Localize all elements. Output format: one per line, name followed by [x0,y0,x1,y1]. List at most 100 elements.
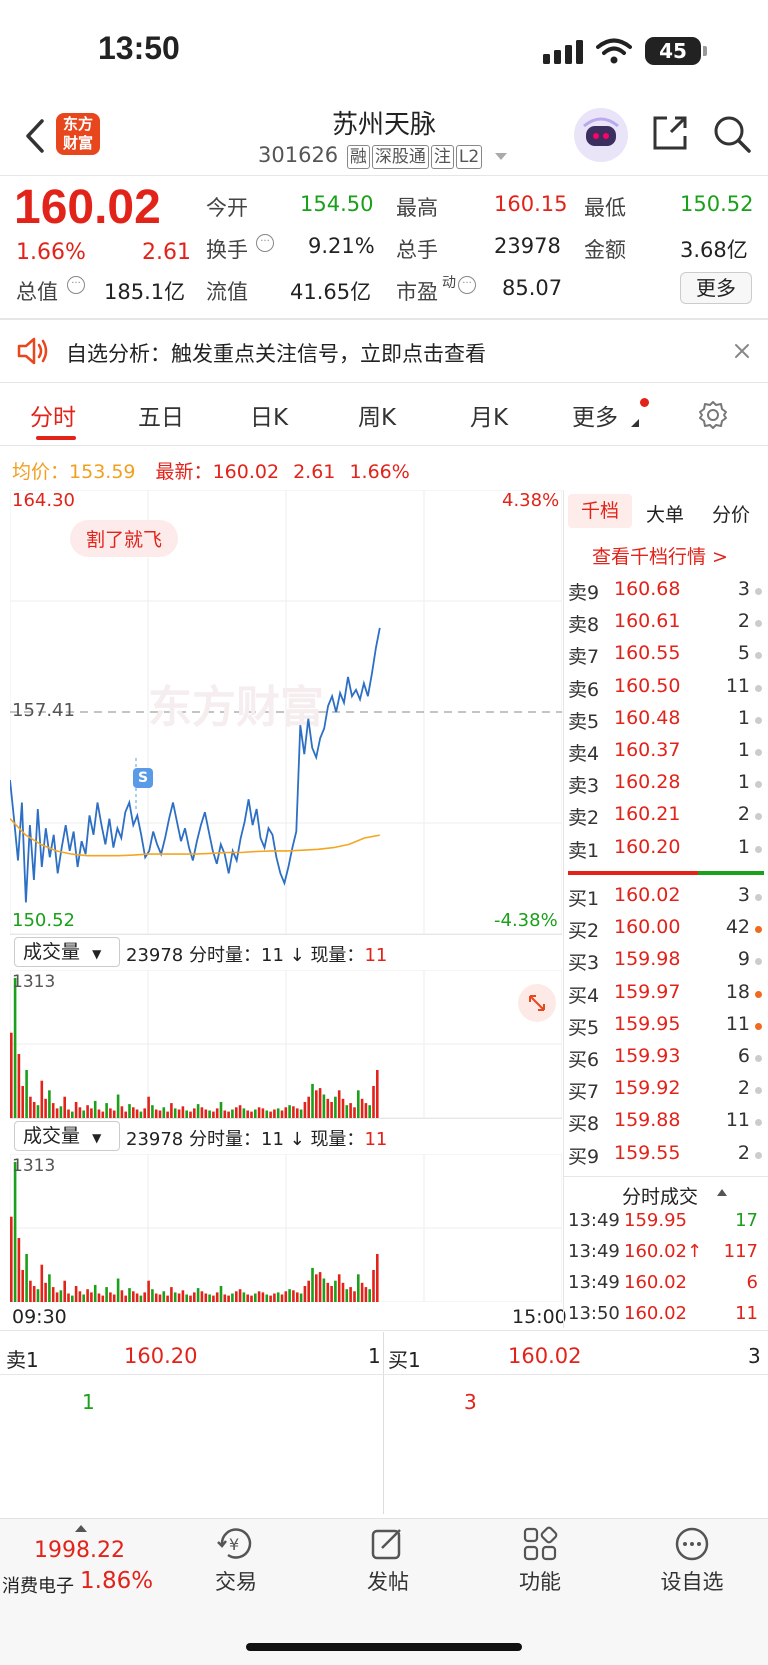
buy-level-label: 买4 [568,984,600,1007]
assistant-avatar[interactable] [574,108,628,162]
volume-bar [250,1295,253,1302]
search-icon[interactable] [712,114,752,154]
volume-bar [330,1286,333,1302]
intraday-chart[interactable]: 东方财富 [10,490,562,934]
volume-max-label: 1313 [12,972,56,992]
back-icon[interactable] [24,118,46,154]
tab-intraday[interactable]: 分时 [30,405,76,431]
signal-marker[interactable]: S [133,768,153,788]
volume-bar [67,1109,70,1118]
tab-big-orders[interactable]: 大单 [646,504,685,526]
volume-selector[interactable]: 成交量 ▼ [14,937,120,967]
info-icon[interactable]: ··· [458,276,476,294]
buy-level-row[interactable]: 买1 160.02 3 [568,884,764,916]
tab-more[interactable]: 更多 [572,405,618,431]
now-volume-label: 现量： [310,1129,365,1150]
sell-level-price: 160.50 [614,674,681,697]
tab-daily-k[interactable]: 日K [250,405,289,431]
sell-level-row[interactable]: 卖2 160.21 2 [568,803,764,835]
tab-level-book[interactable]: 千档 [568,494,632,528]
ticks-title[interactable]: 分时成交 [622,1186,699,1208]
volume-bar [349,1287,352,1302]
tag-registered: 注 [430,145,454,169]
nav-add-watchlist[interactable]: 设自选 [660,1570,724,1594]
tick-price: 160.02 [624,1303,687,1324]
more-button[interactable]: 更多 [680,272,752,304]
index-name[interactable]: 消费电子 [2,1576,74,1597]
index-value[interactable]: 1998.22 [34,1538,125,1563]
sell-level-row[interactable]: 卖4 160.37 1 [568,739,764,771]
buy-level-row[interactable]: 买9 159.55 2 [568,1142,764,1174]
tab-monthly-k[interactable]: 月K [470,405,509,431]
volume-chart[interactable] [10,1154,562,1302]
buy-level-row[interactable]: 买2 160.00 42 [568,916,764,948]
level-dot [755,1022,762,1030]
badge-label[interactable]: 割了就飞 [70,520,179,557]
volume-chart[interactable] [10,970,562,1118]
sell-level-label: 卖5 [568,710,600,733]
red-dot [640,398,649,407]
sell-level-row[interactable]: 卖8 160.61 2 [568,610,764,642]
close-icon[interactable] [734,343,750,359]
volume-bar [288,1289,291,1302]
tick-time: 13:49 [568,1272,620,1293]
buy-level-row[interactable]: 买6 159.93 6 [568,1045,764,1077]
volume-bar [44,1282,47,1302]
sell-level-row[interactable]: 卖3 160.28 1 [568,771,764,803]
tab-five-day[interactable]: 五日 [138,405,184,431]
tab-price-dist[interactable]: 分价 [712,504,751,526]
index-pct[interactable]: 1.86% [80,1568,154,1594]
volume-bar [276,1108,280,1118]
buy-level-row[interactable]: 买4 159.97 18 [568,981,764,1013]
level-dot [755,845,762,853]
dropdown-icon[interactable] [494,152,508,162]
volume-bar [284,1107,288,1118]
tick-volume: 117 [723,1241,758,1262]
buy-level-row[interactable]: 买3 159.98 9 [568,948,764,980]
sort-up-icon [717,1189,727,1196]
volume-bar [151,1289,154,1302]
nav-post[interactable]: 发帖 [367,1570,409,1594]
buy-level-row[interactable]: 买8 159.88 11 [568,1109,764,1141]
tab-weekly-k[interactable]: 周K [358,405,397,431]
sell-level-row[interactable]: 卖7 160.55 5 [568,642,764,674]
sell-level-label: 卖9 [568,582,600,604]
volume-bar [231,1293,234,1302]
info-icon[interactable]: ··· [67,276,85,294]
view-depth-link[interactable]: 查看千档行情 > [592,546,728,568]
expand-up-icon[interactable] [74,1524,88,1534]
volume-bar [219,1102,223,1118]
buy-level-row[interactable]: 买5 159.95 11 [568,1013,764,1045]
volume-bar [132,1291,135,1302]
sell-level-row[interactable]: 卖5 160.48 1 [568,707,764,739]
volume-selector[interactable]: 成交量 ▼ [14,1121,120,1151]
nav-functions[interactable]: 功能 [519,1570,561,1594]
bottom-sell-vol: 1 [368,1344,381,1368]
expand-button[interactable] [518,984,556,1022]
divider [0,1374,768,1375]
volume-bar [51,1103,55,1118]
sell-level-row[interactable]: 卖1 160.20 1 [568,836,764,868]
volume-bar [128,1288,131,1302]
volume-bar [353,1291,356,1302]
share-icon[interactable] [651,114,689,152]
volume-bar [261,1292,265,1302]
info-icon[interactable]: ··· [256,234,274,252]
app-logo: 东方 财富 [56,113,100,155]
pe-sup: 动 [442,275,456,291]
volume-bar [181,1106,185,1118]
sell-level-row[interactable]: 卖9 160.68 3 [568,578,764,610]
sell-level-volume: 2 [737,610,750,633]
volume-bar [219,1286,223,1302]
volume-bar [151,1105,154,1118]
settings-icon[interactable] [698,400,728,430]
volume-bar [364,1287,368,1302]
sell-level-price: 160.37 [614,739,681,761]
volume-header: 23978 分时量：11 ↓ 现量：11 [126,1129,388,1150]
nav-trade[interactable]: 交易 [215,1570,257,1594]
sell-level-price: 160.20 [614,835,681,858]
wifi-icon [596,38,632,64]
buy-level-row[interactable]: 买7 159.92 2 [568,1077,764,1109]
functions-icon [523,1526,558,1561]
sell-level-row[interactable]: 卖6 160.50 11 [568,675,764,707]
